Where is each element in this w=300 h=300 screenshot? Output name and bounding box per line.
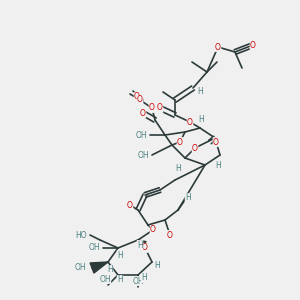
Text: H: H (141, 274, 147, 283)
Text: O: O (150, 226, 156, 235)
Text: H: H (175, 164, 181, 172)
Polygon shape (90, 262, 108, 273)
Text: H: H (117, 250, 123, 260)
Text: HO: HO (75, 230, 87, 239)
Text: H: H (107, 266, 113, 274)
Text: O: O (215, 43, 221, 52)
Text: O: O (187, 118, 193, 127)
Text: O: O (167, 230, 173, 239)
Text: O: O (250, 40, 256, 50)
Text: O: O (137, 95, 143, 104)
Text: O: O (157, 103, 163, 112)
Text: H: H (197, 88, 203, 97)
Text: O: O (192, 143, 198, 152)
Text: OH: OH (137, 151, 149, 160)
Text: H: H (215, 160, 221, 169)
Text: H: H (154, 260, 160, 269)
Text: O: O (127, 200, 133, 209)
Polygon shape (138, 240, 146, 248)
Text: OH: OH (88, 244, 100, 253)
Text: OH: OH (74, 263, 86, 272)
Text: O: O (134, 92, 140, 101)
Text: O: O (213, 137, 219, 146)
Text: O: O (149, 103, 155, 112)
Text: O: O (177, 137, 183, 146)
Text: H: H (117, 275, 123, 284)
Text: O: O (140, 109, 146, 118)
Text: OH: OH (132, 277, 144, 286)
Text: H: H (185, 194, 191, 202)
Text: OH: OH (135, 130, 147, 140)
Text: OH: OH (99, 274, 111, 284)
Text: H: H (137, 241, 143, 250)
Text: O: O (142, 244, 148, 253)
Text: H: H (198, 116, 204, 124)
